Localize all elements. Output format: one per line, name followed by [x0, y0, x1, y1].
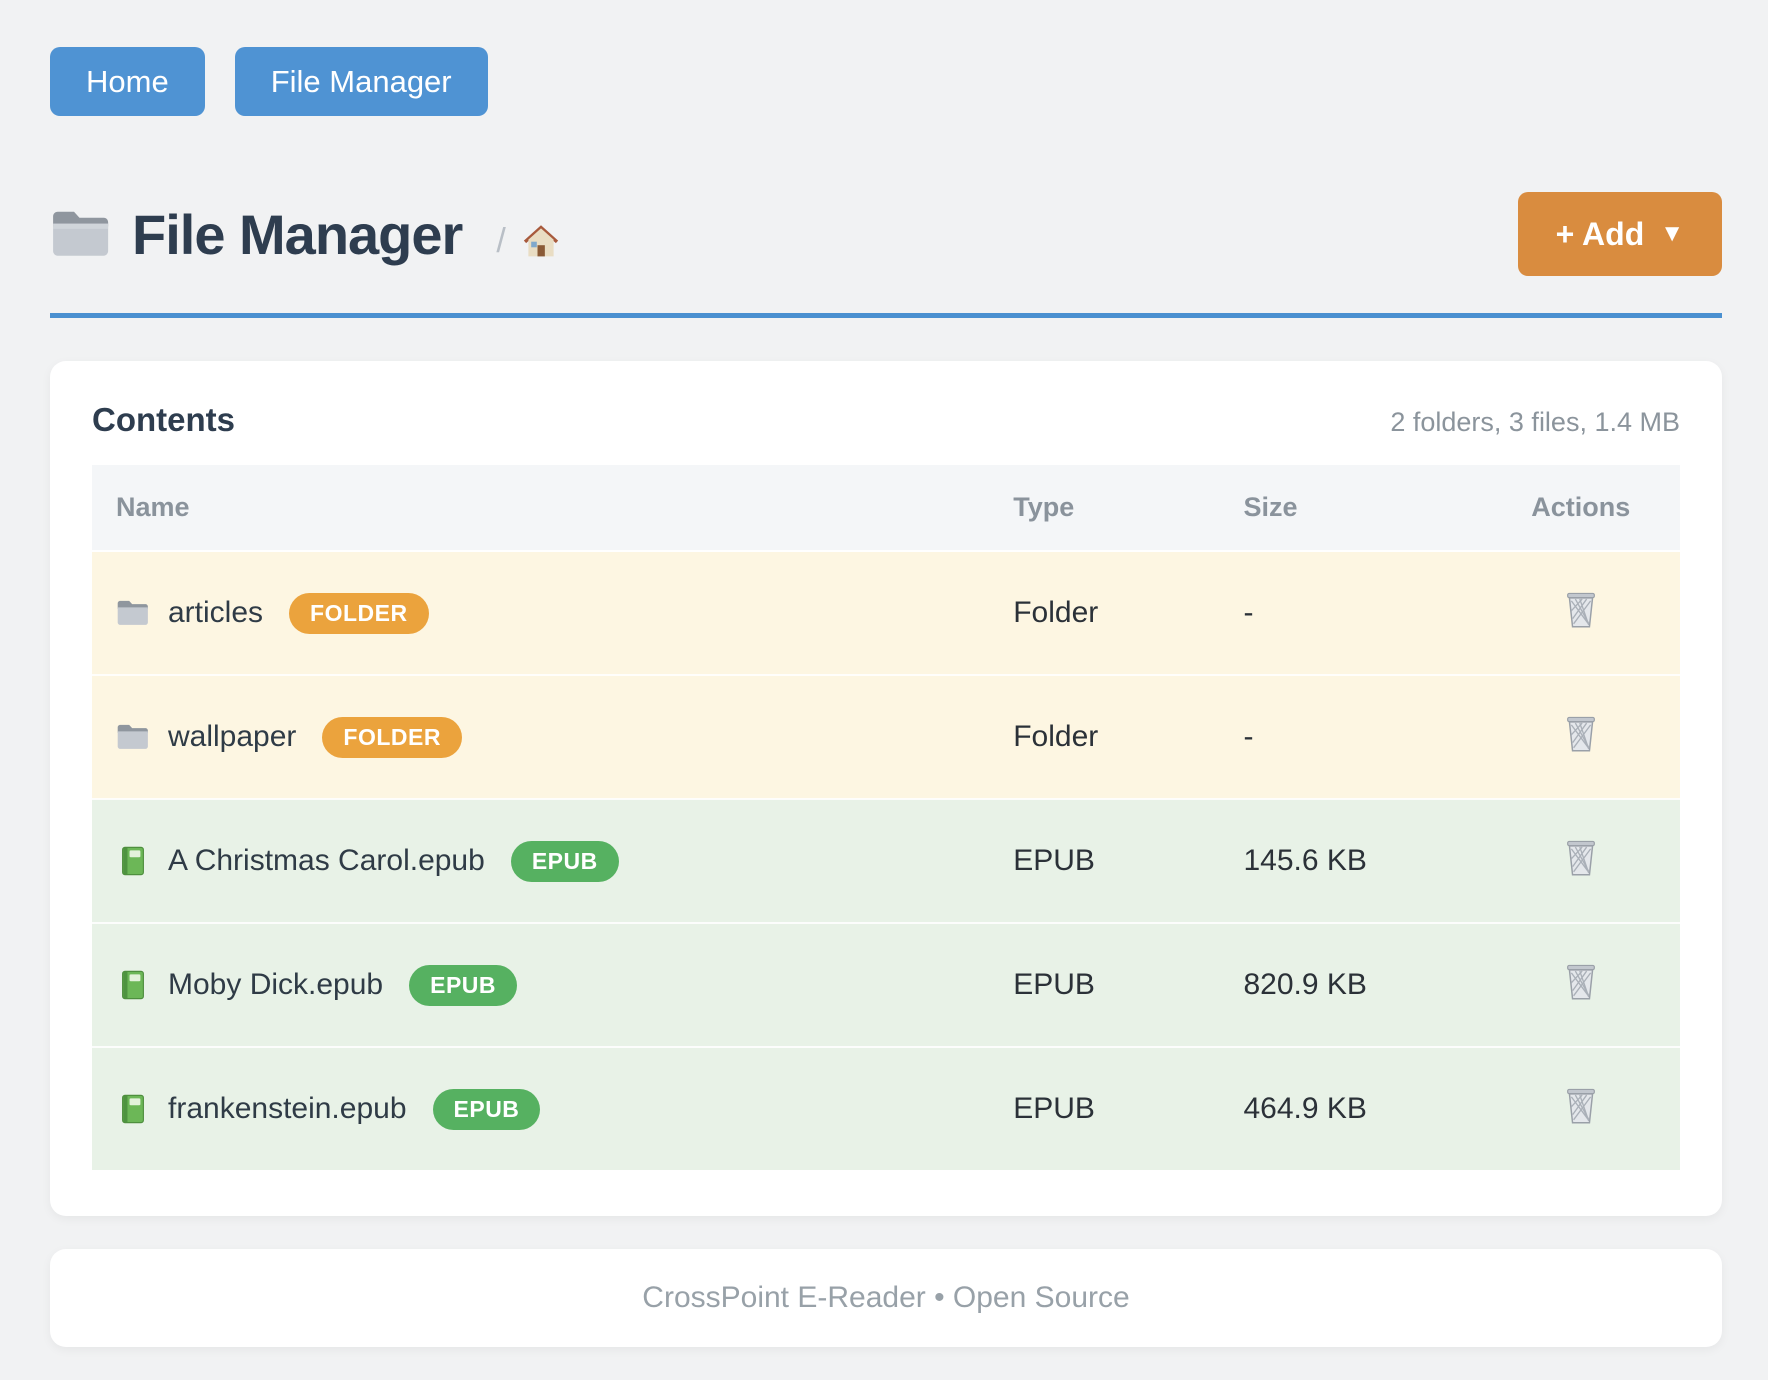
type-badge: EPUB	[432, 1088, 541, 1130]
file-name: frankenstein.epub	[168, 1092, 407, 1125]
size-cell: -	[1219, 551, 1482, 675]
green-book-icon	[116, 970, 150, 1000]
green-book-icon	[116, 1094, 150, 1124]
type-cell: EPUB	[989, 1046, 1220, 1170]
file-name: wallpaper	[168, 720, 297, 753]
trash-icon	[1563, 961, 1599, 1001]
table-row[interactable]: A Christmas Carol.epub EPUB EPUB 145.6 K…	[92, 798, 1680, 923]
table-row[interactable]: articles FOLDER Folder -	[92, 551, 1680, 675]
trash-icon	[1563, 589, 1599, 629]
top-navigation: Home File Manager	[50, 47, 1722, 116]
column-header-actions: Actions	[1481, 465, 1680, 552]
footer-text: CrossPoint E-Reader • Open Source	[642, 1281, 1130, 1314]
type-cell: Folder	[989, 674, 1220, 799]
table-row[interactable]: Moby Dick.epub EPUB EPUB 820.9 KB	[92, 922, 1680, 1047]
green-book-icon	[116, 846, 150, 876]
column-header-name: Name	[92, 465, 990, 552]
page-title: File Manager	[132, 202, 463, 266]
breadcrumb-separator: /	[496, 221, 506, 260]
table-row[interactable]: frankenstein.epub EPUB EPUB 464.9 KB	[92, 1046, 1680, 1170]
size-cell: -	[1219, 674, 1482, 799]
size-cell: 464.9 KB	[1219, 1046, 1482, 1170]
type-badge: FOLDER	[322, 716, 462, 758]
trash-icon	[1563, 1085, 1599, 1125]
delete-button[interactable]	[1563, 837, 1599, 877]
folder-icon	[50, 207, 112, 261]
type-badge: FOLDER	[289, 592, 429, 634]
table-header-row: Name Type Size Actions	[92, 465, 1680, 552]
type-badge: EPUB	[409, 964, 518, 1006]
contents-card: Contents 2 folders, 3 files, 1.4 MB Name…	[50, 361, 1722, 1216]
header-divider	[50, 313, 1722, 318]
trash-icon	[1563, 837, 1599, 877]
contents-title: Contents	[92, 401, 235, 438]
size-cell: 145.6 KB	[1219, 798, 1482, 923]
page: Home File Manager File Manager /	[50, 0, 1722, 1347]
column-header-type: Type	[989, 465, 1220, 552]
home-nav-button[interactable]: Home	[50, 47, 205, 116]
file-manager-nav-button[interactable]: File Manager	[234, 47, 488, 116]
type-cell: Folder	[989, 551, 1220, 675]
type-badge: EPUB	[510, 840, 619, 882]
column-header-size: Size	[1219, 465, 1482, 552]
contents-summary: 2 folders, 3 files, 1.4 MB	[1390, 407, 1680, 437]
file-name: articles	[168, 596, 264, 629]
folder-icon	[116, 722, 150, 752]
type-cell: EPUB	[989, 922, 1220, 1047]
name-cell: articles FOLDER	[116, 592, 965, 634]
name-cell: Moby Dick.epub EPUB	[116, 964, 965, 1006]
name-cell: A Christmas Carol.epub EPUB	[116, 840, 965, 882]
table-row[interactable]: wallpaper FOLDER Folder -	[92, 674, 1680, 799]
file-name: A Christmas Carol.epub	[168, 844, 485, 877]
name-cell: frankenstein.epub EPUB	[116, 1088, 965, 1130]
delete-button[interactable]	[1563, 961, 1599, 1001]
breadcrumb: /	[496, 220, 561, 262]
house-icon[interactable]	[520, 220, 562, 262]
delete-button[interactable]	[1563, 589, 1599, 629]
type-cell: EPUB	[989, 798, 1220, 923]
trash-icon	[1563, 713, 1599, 753]
size-cell: 820.9 KB	[1219, 922, 1482, 1047]
delete-button[interactable]	[1563, 1085, 1599, 1125]
footer: CrossPoint E-Reader • Open Source	[50, 1249, 1722, 1347]
add-button[interactable]: + Add ▼	[1517, 192, 1722, 276]
name-cell: wallpaper FOLDER	[116, 716, 965, 758]
page-header: File Manager / + Add ▼	[50, 192, 1722, 276]
file-table: Name Type Size Actions	[92, 465, 1680, 1170]
folder-icon	[116, 598, 150, 628]
delete-button[interactable]	[1563, 713, 1599, 753]
file-name: Moby Dick.epub	[168, 968, 384, 1001]
chevron-down-icon: ▼	[1660, 220, 1684, 247]
add-button-label: + Add	[1555, 216, 1645, 252]
